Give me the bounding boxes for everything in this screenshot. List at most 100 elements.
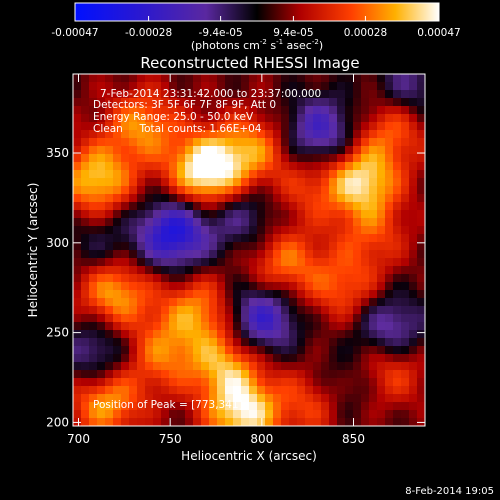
heatmap-cell <box>393 338 402 347</box>
heatmap-cell <box>313 178 322 187</box>
heatmap-cell <box>185 74 194 83</box>
heatmap-cell <box>249 106 258 115</box>
heatmap-cell <box>153 90 162 99</box>
heatmap-cell <box>185 386 194 395</box>
heatmap-cell <box>105 306 114 315</box>
heatmap-cell <box>73 202 82 211</box>
heatmap-cell <box>105 258 114 267</box>
heatmap-cell <box>177 194 186 203</box>
heatmap-cell <box>201 242 210 251</box>
heatmap-cell <box>409 258 418 267</box>
heatmap-cell <box>321 234 330 243</box>
heatmap-cell <box>313 98 322 107</box>
heatmap-cell <box>73 386 82 395</box>
heatmap-cell <box>385 306 394 315</box>
heatmap-cell <box>185 330 194 339</box>
heatmap-cell <box>121 394 130 403</box>
heatmap-cell <box>417 162 425 171</box>
heatmap-cell <box>97 202 106 211</box>
heatmap-cell <box>137 82 146 91</box>
heatmap-cell <box>153 394 162 403</box>
heatmap-cell <box>305 162 314 171</box>
heatmap-cell <box>377 338 386 347</box>
heatmap-cell <box>401 282 410 291</box>
heatmap-cell <box>113 250 122 259</box>
heatmap-cell <box>409 234 418 243</box>
heatmap-cell <box>345 242 354 251</box>
heatmap-cell <box>417 298 425 307</box>
heatmap-cell <box>417 282 425 291</box>
heatmap-cell <box>265 162 274 171</box>
heatmap-cell <box>169 122 178 131</box>
heatmap-cell <box>153 82 162 91</box>
chart-title: Reconstructed RHESSI Image <box>140 54 359 72</box>
heatmap-cell <box>105 338 114 347</box>
heatmap-cell <box>353 370 362 379</box>
heatmap-cell <box>233 114 242 123</box>
heatmap-cell <box>385 194 394 203</box>
heatmap-cell <box>385 138 394 147</box>
heatmap-cell <box>217 170 226 179</box>
heatmap-cell <box>377 418 386 426</box>
heatmap-cell <box>273 394 282 403</box>
heatmap-cell <box>225 314 234 323</box>
heatmap-cell <box>161 130 170 139</box>
heatmap-cell <box>137 170 146 179</box>
heatmap-cell <box>401 274 410 283</box>
heatmap-cell <box>329 210 338 219</box>
heatmap-cell <box>105 346 114 355</box>
heatmap-cell <box>297 162 306 171</box>
heatmap-cell <box>305 98 314 107</box>
heatmap-cell <box>137 378 146 387</box>
heatmap-cell <box>105 82 114 91</box>
heatmap-cell <box>97 178 106 187</box>
heatmap-cell <box>209 82 218 91</box>
heatmap-cell <box>177 122 186 131</box>
heatmap-cell <box>313 162 322 171</box>
heatmap-cell <box>257 394 266 403</box>
heatmap-cell <box>161 290 170 299</box>
heatmap-cell <box>129 330 138 339</box>
heatmap-cell <box>313 362 322 371</box>
heatmap-cell <box>393 354 402 363</box>
heatmap-cell <box>153 146 162 155</box>
heatmap-cell <box>177 354 186 363</box>
heatmap-cell <box>417 146 425 155</box>
heatmap-cell <box>113 122 122 131</box>
heatmap-cell <box>217 138 226 147</box>
heatmap-cell <box>169 130 178 139</box>
x-axis-label: Heliocentric X (arcsec) <box>181 449 317 463</box>
heatmap-cell <box>169 106 178 115</box>
heatmap-cell <box>273 202 282 211</box>
heatmap-cell <box>193 282 202 291</box>
heatmap-cell <box>369 98 378 107</box>
colorbar-tick-label: -0.00047 <box>51 27 98 39</box>
heatmap-cell <box>113 290 122 299</box>
heatmap-cell <box>369 210 378 219</box>
heatmap-cell <box>217 82 226 91</box>
heatmap-cell <box>105 386 114 395</box>
heatmap-cell <box>385 290 394 299</box>
heatmap-cell <box>281 242 290 251</box>
heatmap-cell <box>241 154 250 163</box>
heatmap-cell <box>409 162 418 171</box>
heatmap-cell <box>401 386 410 395</box>
heatmap-cell <box>209 418 218 426</box>
heatmap-cell <box>321 378 330 387</box>
heatmap-cell <box>105 106 114 115</box>
heatmap-cell <box>265 298 274 307</box>
heatmap-cell <box>353 114 362 123</box>
heatmap-cell <box>297 130 306 139</box>
heatmap-cell <box>281 194 290 203</box>
heatmap-cell <box>161 106 170 115</box>
heatmap-cell <box>273 210 282 219</box>
heatmap-cell <box>177 418 186 426</box>
heatmap-cell <box>193 178 202 187</box>
heatmap-cell <box>409 290 418 299</box>
heatmap-cell <box>249 226 258 235</box>
heatmap-cell <box>257 194 266 203</box>
heatmap-cell <box>161 402 170 411</box>
heatmap-cell <box>233 210 242 219</box>
heatmap-cell <box>97 338 106 347</box>
